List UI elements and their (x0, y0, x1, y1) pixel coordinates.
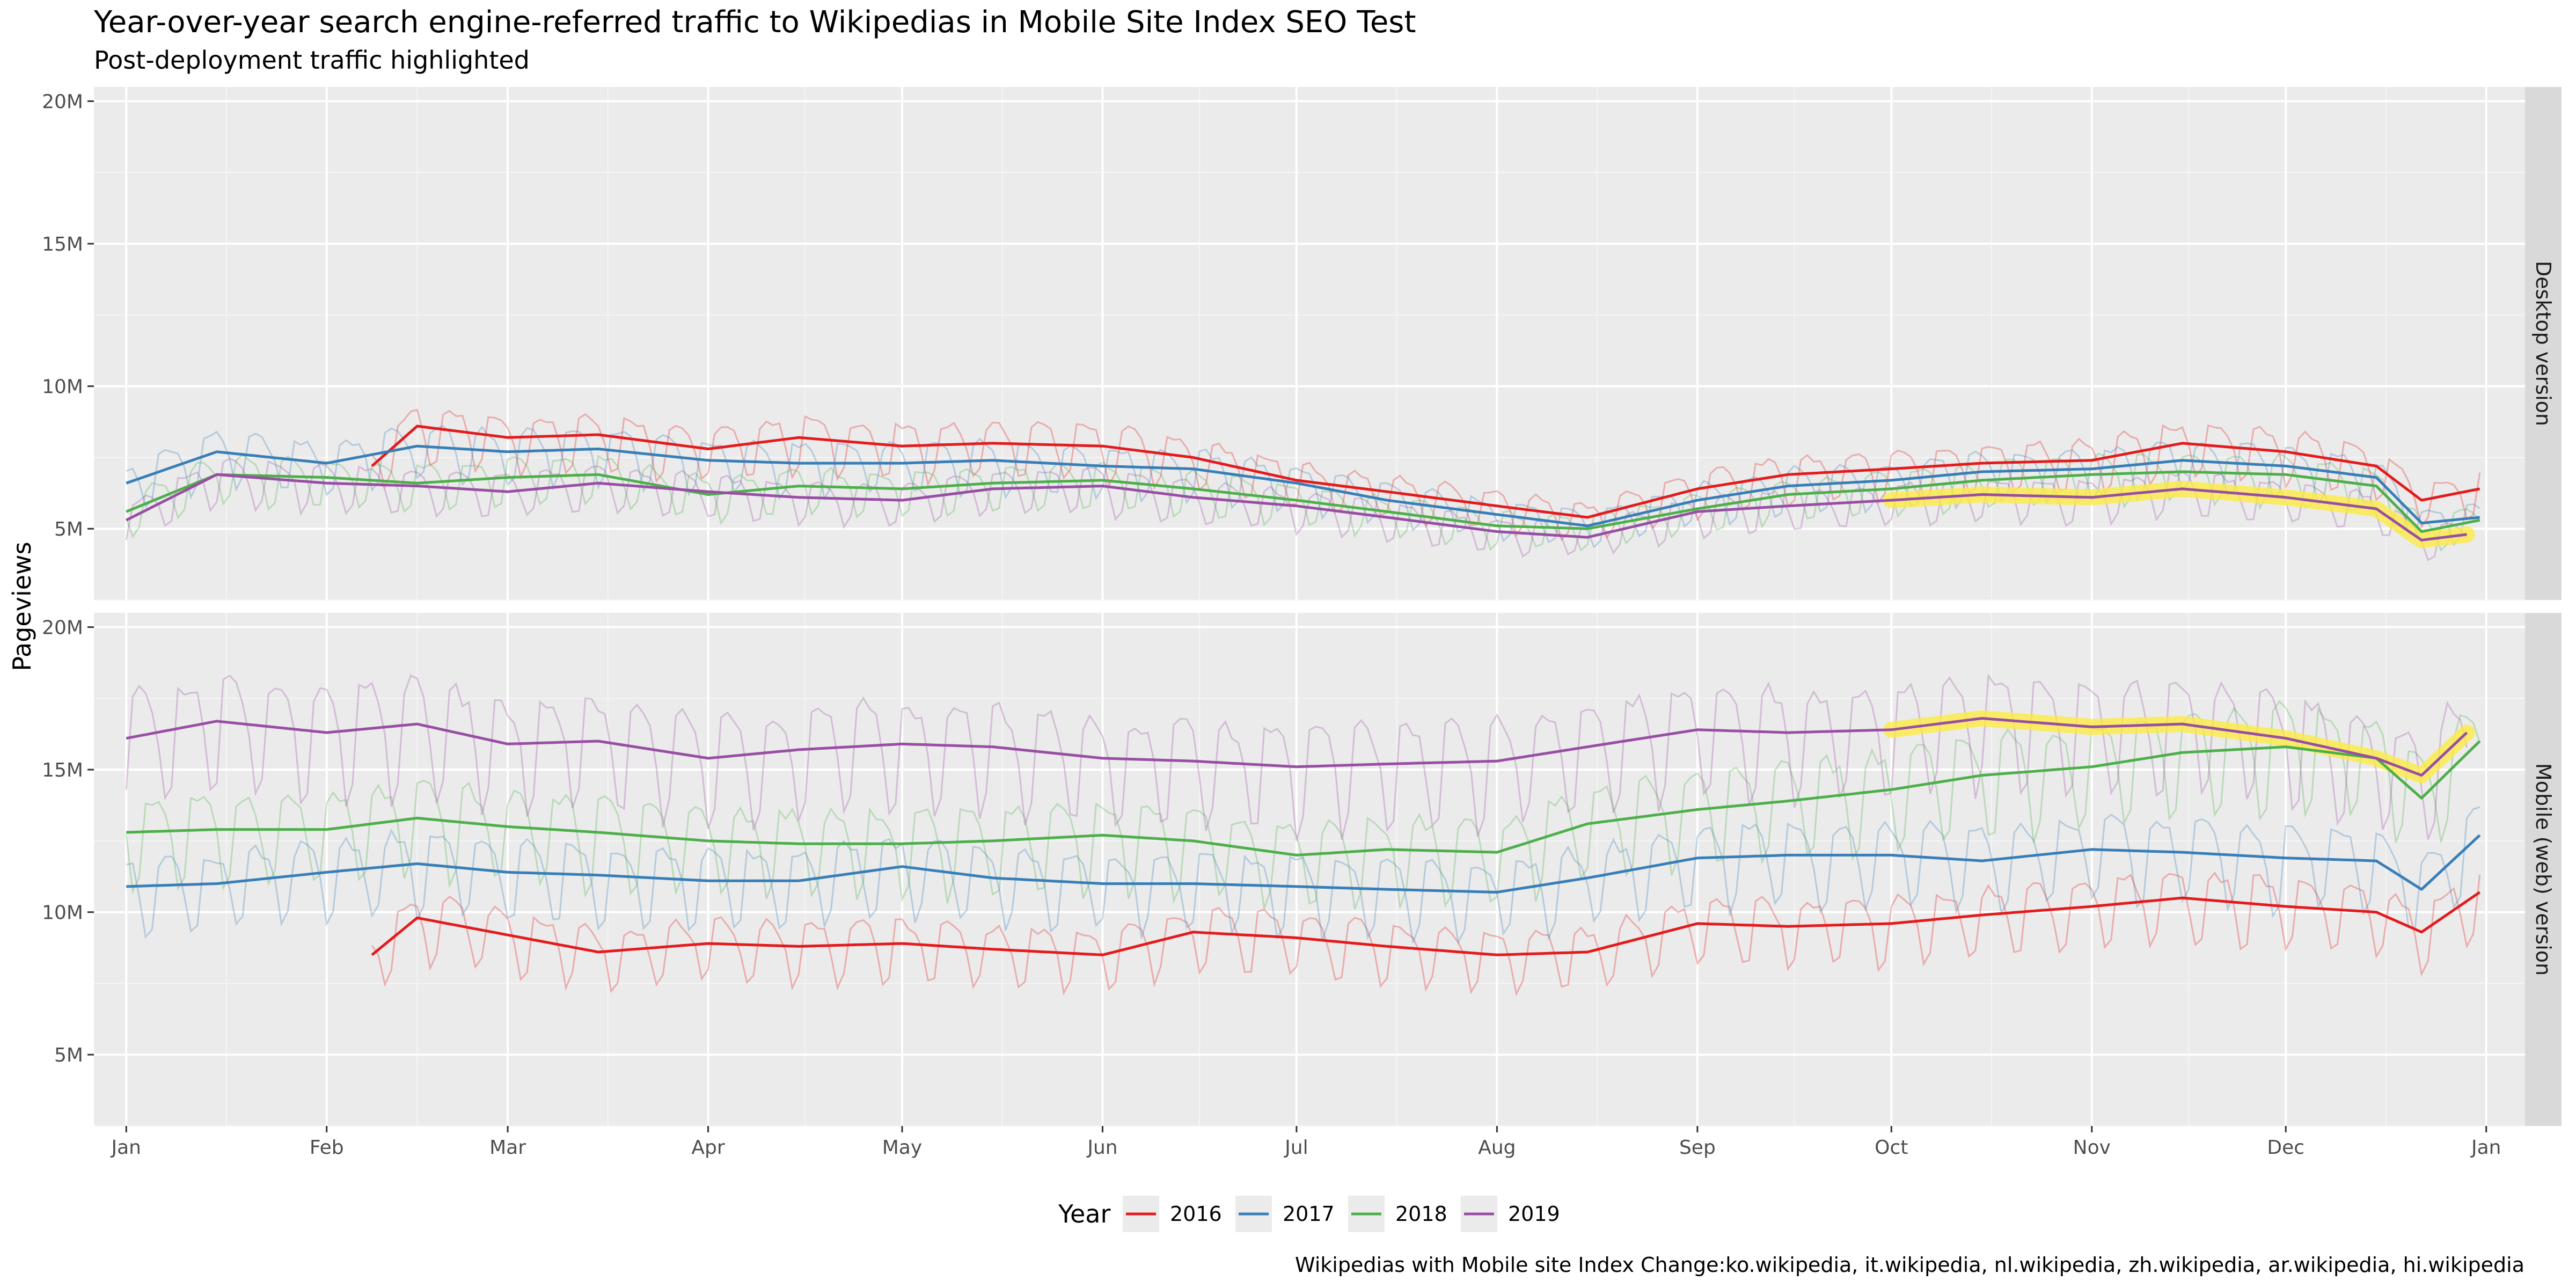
panel-desktop: 5M 10M 15M 20M Desktop version (42, 87, 2562, 601)
legend-label: 2017 (1283, 1202, 1335, 1226)
chart-subtitle: Post-deployment traffic highlighted (94, 46, 530, 75)
legend-label: 2018 (1395, 1202, 1447, 1226)
smoothed-line-2016 (371, 425, 2480, 519)
y-tick-label: 10M (42, 902, 83, 924)
legend-label: 2019 (1508, 1202, 1560, 1226)
facet-panels: 5M 10M 15M 20M Desktop version 5M 10M 15M 20M Mob… (42, 87, 2562, 1126)
x-tick-label: Oct (1875, 1137, 1908, 1159)
y-tick-label: 5M (54, 518, 83, 540)
y-tick-label: 15M (42, 759, 83, 781)
y-tick-label: 20M (42, 91, 83, 113)
x-tick-label: Sep (1679, 1137, 1716, 1159)
chart-caption: Wikipedias with Mobile site Index Change… (1295, 1253, 2524, 1277)
smoothed-line-2019 (126, 473, 2467, 541)
y-tick-label: 20M (42, 617, 83, 639)
legend-title: Year (1058, 1199, 1110, 1228)
panel-background (94, 613, 2525, 1126)
legend: Year 2016 2017 2018 2019 (1058, 1196, 1560, 1232)
daily-line-2016 (371, 872, 2481, 997)
smoothed-line-2017 (126, 834, 2481, 894)
chart-title: Year-over-year search engine-referred tr… (93, 5, 1416, 40)
facet-strip (2525, 613, 2562, 1126)
daily-line-2016 (371, 408, 2481, 541)
daily-line-2017 (126, 806, 2480, 945)
x-tick-label: Apr (691, 1137, 724, 1159)
legend-label: 2016 (1170, 1202, 1222, 1226)
x-tick-label: Jun (1086, 1137, 1117, 1159)
x-tick-label: Jan (2470, 1137, 2501, 1159)
panel-mobile: 5M 10M 15M 20M Mobile (web) version (42, 613, 2562, 1126)
x-tick-label: Nov (2073, 1137, 2111, 1159)
x-tick-label: Jul (1284, 1137, 1308, 1159)
facet-strip-label: Desktop version (2531, 261, 2555, 426)
x-tick-label: Feb (310, 1137, 344, 1159)
y-tick-label: 10M (42, 376, 83, 398)
x-tick-label: Jan (110, 1137, 141, 1159)
facet-strip-label: Mobile (web) version (2531, 763, 2555, 976)
smoothed-line-2016 (371, 891, 2481, 956)
x-tick-label: May (882, 1137, 922, 1159)
smoothed-line-2017 (126, 444, 2480, 528)
x-tick-label: Aug (1478, 1137, 1516, 1159)
y-tick-label: 15M (42, 233, 83, 255)
daily-line-2018 (125, 700, 2481, 910)
x-axis: Jan Feb Mar Apr May Jun Jul Aug Sep Oct Nov Dec Jan (110, 1126, 2501, 1159)
smoothed-line-2019 (126, 717, 2468, 777)
x-tick-label: Dec (2267, 1137, 2304, 1159)
x-tick-label: Mar (489, 1137, 526, 1159)
y-tick-label: 5M (54, 1044, 83, 1066)
y-axis-title: Pageviews (8, 541, 36, 671)
smoothed-line-2018 (126, 740, 2481, 857)
smoothed-line-2018 (126, 470, 2480, 533)
facet-strip (2525, 87, 2562, 600)
